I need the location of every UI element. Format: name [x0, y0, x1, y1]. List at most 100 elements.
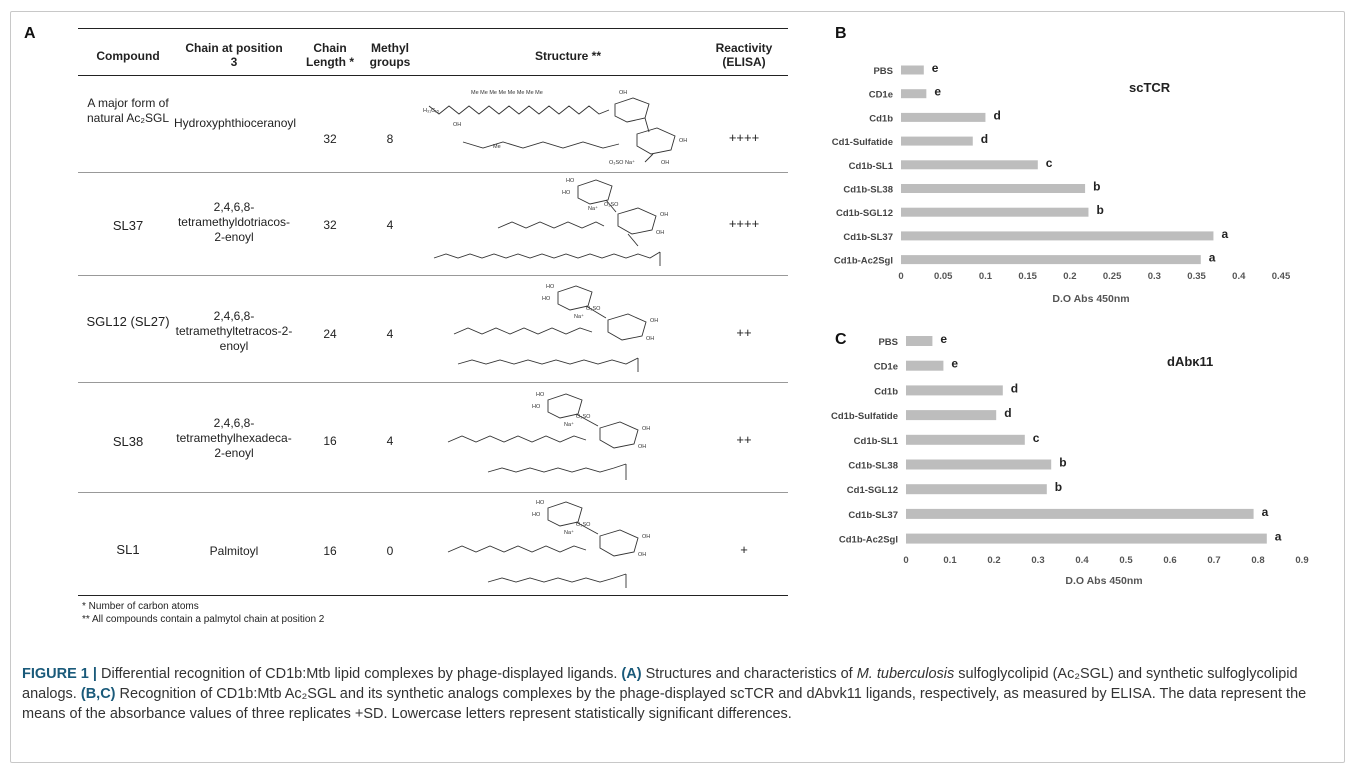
category-label: Cd1b-SL37 [848, 510, 898, 521]
category-label: PBS [878, 337, 898, 348]
row3-reactivity: ++ [736, 325, 752, 340]
header-methyl: Methyl groups [369, 41, 411, 69]
category-label: Cd1b [874, 386, 898, 397]
significance-letter: c [1046, 156, 1053, 170]
svg-text:HO: HO [536, 392, 545, 398]
caption-text-3: sulfoglycolipid (Ac₂SGL) and synthetic s… [22, 666, 1298, 702]
svg-text:Na⁺: Na⁺ [564, 529, 574, 536]
row-rule [78, 382, 788, 383]
x-tick-label: 0.45 [1272, 271, 1290, 282]
chart-title: dAbκ11 [1167, 354, 1213, 369]
caption-text-2: Structures and characteristics of [641, 666, 857, 682]
row2-reactivity: ++++ [728, 216, 760, 231]
x-tick-label: 0.2 [987, 555, 1000, 566]
svg-text:OH: OH [656, 230, 664, 236]
x-tick-label: 0.2 [1063, 271, 1076, 282]
x-tick-label: 0.05 [934, 271, 953, 282]
category-label: PBS [873, 66, 893, 77]
svg-text:OH: OH [661, 160, 669, 166]
x-tick-label: 0.9 [1295, 555, 1308, 566]
category-label: Cd1b [869, 113, 893, 124]
svg-text:Na⁺: Na⁺ [588, 205, 598, 212]
significance-letter: e [940, 332, 947, 346]
row5-length: 16 [323, 544, 337, 558]
svg-text:O₃SO: O₃SO [576, 522, 591, 528]
svg-text:OH: OH [646, 336, 654, 342]
svg-text:Me Me Me Me Me Me Me Me: Me Me Me Me Me Me Me Me [471, 90, 543, 96]
category-label: Cd1-Sulfatide [832, 137, 893, 148]
figure-frame [10, 11, 1345, 763]
bar [906, 484, 1047, 495]
structure-sl37: HO HO Na⁺ O₃SO OH OH [428, 176, 698, 272]
row4-length: 16 [323, 434, 337, 448]
row5-chain: Palmitoyl [209, 544, 259, 558]
x-tick-label: 0.15 [1018, 271, 1037, 282]
caption-text-1: Differential recognition of CD1b:Mtb lip… [96, 666, 622, 682]
x-tick-label: 0 [898, 271, 903, 282]
significance-letter: e [934, 85, 941, 99]
svg-text:HO: HO [532, 404, 541, 410]
caption-italic: M. tuberculosis [856, 666, 955, 682]
significance-letter: c [1033, 431, 1040, 445]
significance-letter: b [1059, 456, 1066, 470]
x-tick-label: 0.35 [1187, 271, 1206, 282]
significance-letter: d [1004, 406, 1011, 420]
panel-label-a: A [24, 25, 36, 42]
bar [901, 231, 1214, 241]
caption-label: FIGURE 1 | [22, 666, 97, 682]
significance-letter: e [932, 61, 939, 75]
bar [901, 184, 1086, 193]
row4-reactivity: ++ [736, 432, 752, 447]
bar [901, 160, 1038, 170]
svg-text:Me: Me [493, 144, 501, 150]
chart-title: scTCR [1129, 80, 1171, 95]
panel-label-b: B [835, 25, 847, 42]
structure-ac2sgl: Me Me Me Me Me Me Me Me H₃₁C₁₅ OH Me OH … [423, 84, 713, 172]
figure-caption: FIGURE 1 | Differential recognition of C… [22, 664, 1342, 724]
svg-text:O₃SO Na⁺: O₃SO Na⁺ [609, 159, 635, 166]
row-rule [78, 275, 788, 276]
row3-methyl: 4 [386, 327, 394, 341]
svg-text:HO: HO [536, 500, 545, 506]
row5-compound: SL1 [116, 542, 140, 557]
bar [906, 360, 944, 371]
svg-text:H₃₁C₁₅: H₃₁C₁₅ [423, 108, 439, 114]
bar [906, 459, 1052, 470]
svg-text:HO: HO [546, 284, 555, 290]
significance-letter: d [981, 132, 988, 146]
x-tick-label: 0.3 [1031, 555, 1044, 566]
svg-text:HO: HO [542, 296, 551, 302]
svg-text:OH: OH [638, 552, 646, 558]
svg-text:Na⁺: Na⁺ [574, 313, 584, 320]
category-label: Cd1b-SL38 [848, 461, 898, 472]
row1-reactivity: ++++ [728, 130, 760, 145]
svg-text:HO: HO [532, 512, 541, 518]
row4-compound: SL38 [112, 434, 144, 449]
row1-methyl: 8 [386, 132, 394, 146]
row-rule [78, 172, 788, 173]
category-label: Cd1-SGL12 [847, 485, 898, 496]
row3-length: 24 [323, 327, 337, 341]
significance-letter: a [1275, 530, 1282, 544]
svg-text:OH: OH [642, 426, 650, 432]
x-tick-label: 0.6 [1163, 555, 1176, 566]
row4-methyl: 4 [386, 434, 394, 448]
caption-text-4: Recognition of CD1b:Mtb Ac₂SGL and its s… [22, 686, 1307, 722]
row3-compound: SGL12 (SL27) [86, 314, 170, 329]
category-label: Cd1b-Ac2Sgl [839, 535, 898, 546]
row2-methyl: 4 [386, 218, 394, 232]
x-tick-label: 0.4 [1232, 271, 1246, 282]
svg-text:OH: OH [650, 318, 658, 324]
bar [906, 508, 1254, 519]
category-label: CD1e [874, 362, 898, 373]
significance-letter: b [1055, 480, 1062, 494]
panel-label-c: C [835, 331, 847, 348]
bar [906, 410, 997, 421]
bar [901, 136, 973, 146]
row2-length: 32 [323, 218, 337, 232]
svg-text:O₃SO: O₃SO [604, 202, 619, 208]
significance-letter: b [1096, 203, 1103, 217]
significance-letter: b [1093, 180, 1100, 194]
svg-text:O₃SO: O₃SO [586, 306, 601, 312]
x-tick-label: 0 [903, 555, 908, 566]
